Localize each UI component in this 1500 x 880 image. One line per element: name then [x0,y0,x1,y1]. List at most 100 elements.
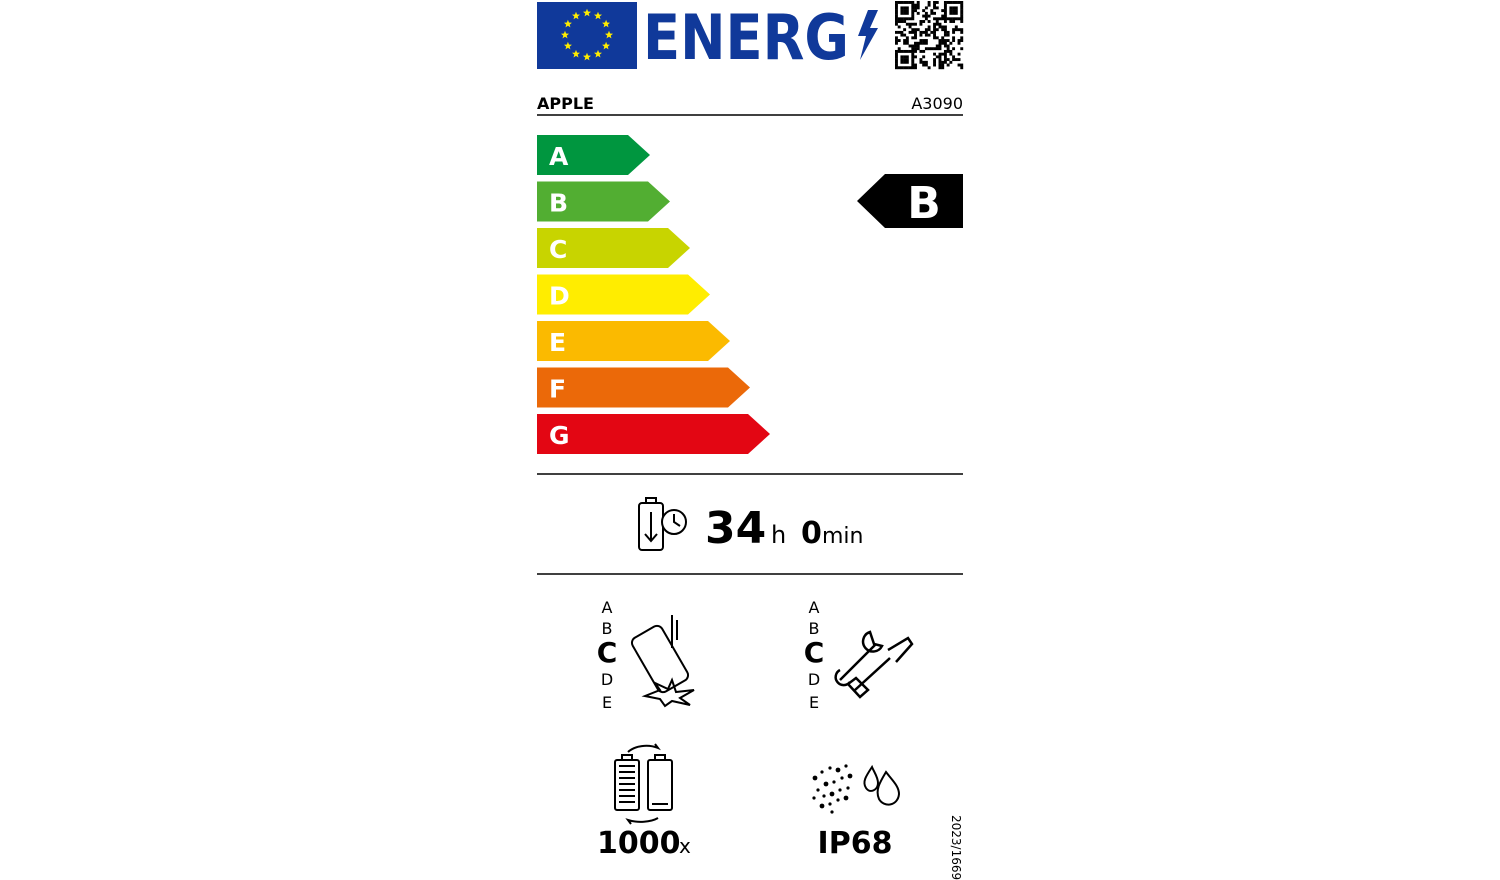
qr-cell [905,22,909,26]
dust-dot [829,791,835,797]
water-icon [863,764,901,806]
qr-cell [897,47,901,51]
qr-cell [908,25,912,29]
qr-cell [952,47,956,51]
star [583,8,591,17]
star [572,49,580,58]
class-letter: G [549,421,570,450]
qr-cell [922,39,926,42]
qr-cell [949,60,953,64]
qr-cell [943,41,947,45]
qr-cell [943,14,947,18]
qr-cell [938,25,942,29]
dust-icon [812,764,853,814]
dust-dot [840,776,844,780]
qr-cell [954,6,958,10]
star [594,49,602,58]
qr-cell [957,63,961,67]
qr-cell [911,30,915,34]
qr-cell [905,39,909,42]
qr-cell [933,30,936,34]
dust-dot [843,795,849,801]
qr-cell [895,63,898,67]
qr-cell [900,6,904,10]
qr-cell [954,9,958,13]
qr-cell [938,22,942,26]
qr-cell [914,36,917,40]
qr-cell [957,52,961,56]
qr-cell [943,20,947,23]
qr-cell [895,66,898,70]
scale-letter: E [602,693,612,712]
qr-cell [938,52,942,56]
qr-cell [941,39,945,42]
qr-cell [943,6,947,10]
qr-cell [952,11,956,15]
class-arrow [537,414,770,454]
qr-cell [960,30,964,34]
class-arrow [537,228,690,268]
class-arrow [537,135,650,175]
qr-cell [952,55,956,59]
qr-cell [935,17,939,21]
qr-cell [914,28,917,32]
qr-cell [943,49,947,53]
qr-cell [919,41,923,45]
qr-cell [911,66,915,70]
qr-cell [938,44,942,48]
star [583,52,591,61]
qr-cell [905,6,909,10]
battery-cycles-unit: x [679,834,691,858]
qr-cell [908,17,912,21]
qr-cell [905,9,909,13]
qr-cell [924,28,928,32]
qr-cell [935,55,939,59]
qr-cell [927,66,931,70]
qr-cell [897,30,901,34]
endurance-hours: 34 [705,503,766,554]
qr-cell [911,63,915,67]
qr-cell [941,52,945,56]
qr-cell [924,63,928,67]
qr-cell [941,9,945,13]
qr-cell [943,60,947,64]
qr-cell [914,66,917,70]
qr-cell [914,33,917,37]
class-letter: C [549,235,567,264]
qr-cell [895,41,898,45]
qr-cell [911,22,915,26]
qr-cell [897,66,901,70]
qr-cell [903,58,907,62]
qr-cell [895,39,898,42]
qr-cell [935,22,939,26]
qr-cell [952,1,956,4]
qr-cell [919,49,923,53]
qr-cell [930,9,934,13]
class-letter: E [549,328,566,357]
qr-cell [916,44,920,48]
qr-cell [914,47,917,51]
dust-dot [820,770,824,774]
qr-cell [922,9,926,13]
qr-cell [933,28,936,32]
qr-cell [927,33,931,37]
qr-cell [933,25,936,29]
qr-cell [905,66,909,70]
lightning-icon [858,10,878,60]
qr-cell [935,44,939,48]
qr-cell [960,47,964,51]
qr-cell [960,6,964,10]
qr-cell [933,47,936,51]
qr-cell [943,44,947,48]
qr-cell [895,36,898,40]
qr-cell [903,41,907,45]
dust-dot [844,764,848,768]
qr-cell [911,28,915,32]
scale-letter: A [602,598,613,617]
qr-cell [941,63,945,67]
qr-cell [933,60,936,64]
qr-cell [938,55,942,59]
dust-dot [828,802,832,806]
